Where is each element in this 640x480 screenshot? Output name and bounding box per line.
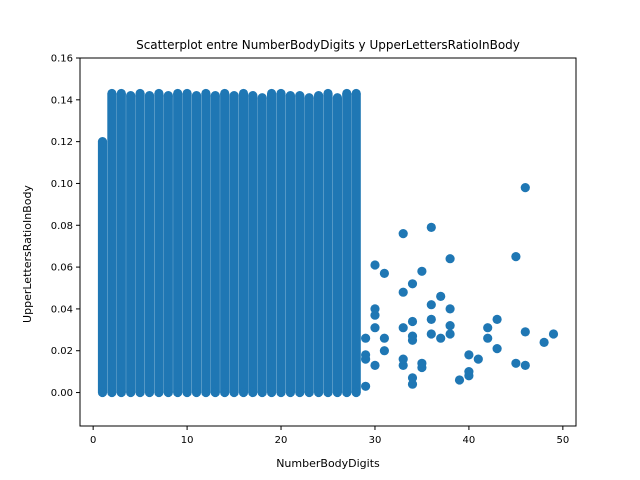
- data-point: [511, 252, 521, 262]
- dense-column: [342, 88, 352, 398]
- data-point: [436, 333, 446, 343]
- data-point: [520, 183, 530, 193]
- data-point: [511, 358, 521, 368]
- dense-column: [191, 91, 202, 398]
- data-point: [370, 360, 380, 370]
- data-point: [426, 222, 436, 232]
- y-tick-label: 0.16: [51, 54, 73, 65]
- data-point: [548, 329, 559, 339]
- x-axis-label: NumberBodyDigits: [276, 457, 380, 470]
- y-tick-label: 0.08: [51, 221, 73, 232]
- plot-frame: [79, 57, 577, 427]
- data-point: [492, 344, 502, 354]
- y-tick-label: 0.14: [51, 95, 73, 106]
- data-point: [417, 266, 427, 276]
- y-axis-label: UpperLettersRatioInBody: [21, 185, 34, 323]
- data-point: [398, 323, 408, 333]
- data-point: [417, 358, 427, 368]
- data-point: [407, 279, 418, 289]
- data-point: [370, 260, 380, 270]
- dense-column: [314, 91, 324, 398]
- dense-column: [248, 91, 258, 398]
- data-point: [483, 333, 493, 343]
- y-tick-label: 0.10: [51, 179, 73, 190]
- dense-column: [285, 91, 295, 398]
- data-point: [407, 379, 418, 389]
- y-tick-label: 0.04: [51, 304, 73, 315]
- dense-column: [267, 88, 277, 398]
- dense-column: [135, 88, 145, 398]
- data-point: [539, 337, 549, 347]
- data-point: [520, 327, 530, 337]
- dense-column: [173, 88, 183, 398]
- data-point: [492, 314, 502, 324]
- data-point: [370, 310, 380, 320]
- y-tick-label: 0.00: [51, 388, 73, 399]
- data-point: [407, 316, 418, 327]
- data-point: [464, 367, 474, 377]
- y-tick-label: 0.12: [51, 137, 73, 148]
- sparse-points: [361, 183, 559, 391]
- dense-column: [323, 88, 333, 398]
- dense-column: [276, 88, 286, 398]
- data-point: [445, 304, 455, 314]
- data-point: [379, 333, 389, 343]
- axes: 0 10 20 30 40 50 0.00 0.02 0.04 0.06 0.08 0.10 0.12 0…: [51, 54, 577, 446]
- dense-column: [220, 88, 230, 398]
- data-point: [436, 291, 446, 301]
- data-point: [398, 229, 408, 239]
- data-point: [473, 354, 483, 364]
- dense-column: [154, 88, 164, 398]
- dense-column: [126, 91, 136, 398]
- dense-column: [163, 91, 173, 398]
- dense-column: [210, 91, 220, 398]
- data-point: [398, 287, 408, 297]
- dense-column: [229, 91, 239, 398]
- chart-title: Scatterplot entre NumberBodyDigits y Upp…: [136, 38, 520, 52]
- x-tick-label: 10: [181, 435, 194, 446]
- dense-column: [238, 88, 249, 398]
- dense-column: [351, 88, 361, 398]
- data-point: [370, 323, 380, 333]
- data-point: [361, 333, 371, 343]
- data-point: [445, 254, 455, 264]
- x-tick-label: 0: [90, 435, 96, 446]
- y-tick-label: 0.06: [51, 263, 73, 274]
- dense-column: [107, 88, 117, 398]
- data-point: [398, 360, 408, 370]
- dense-column: [144, 91, 155, 398]
- data-point: [398, 354, 408, 364]
- dense-column: [304, 93, 314, 398]
- data-point: [426, 329, 436, 339]
- data-point: [464, 350, 474, 360]
- dense-column: [332, 93, 342, 398]
- dense-column: [295, 91, 305, 398]
- y-tick-label: 0.02: [51, 346, 73, 357]
- data-point: [454, 375, 465, 385]
- dense-column: [97, 137, 108, 398]
- data-point: [379, 346, 389, 356]
- dense-columns: [97, 88, 361, 398]
- data-point: [483, 323, 493, 333]
- x-tick-label: 30: [369, 435, 382, 446]
- data-point: [426, 314, 436, 324]
- dense-column: [257, 93, 267, 398]
- data-point: [361, 350, 371, 360]
- data-point: [445, 329, 455, 339]
- data-point: [370, 304, 380, 314]
- dense-column: [116, 88, 126, 398]
- dense-column: [182, 88, 192, 398]
- data-point: [379, 268, 389, 278]
- x-tick-label: 40: [463, 435, 476, 446]
- data-point: [361, 381, 371, 391]
- x-tick-label: 20: [275, 435, 288, 446]
- data-point: [520, 360, 530, 370]
- data-point: [445, 321, 455, 331]
- x-tick-label: 50: [556, 435, 569, 446]
- data-point: [407, 373, 418, 383]
- data-point: [426, 300, 436, 310]
- data-point: [407, 331, 418, 341]
- dense-column: [201, 88, 211, 398]
